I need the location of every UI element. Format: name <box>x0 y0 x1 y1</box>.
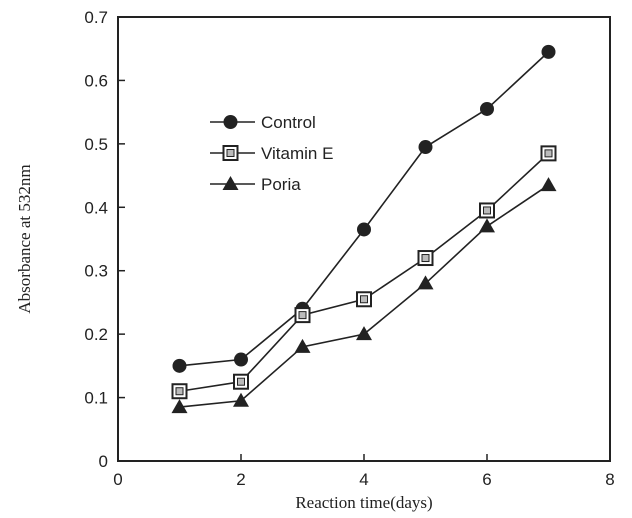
x-tick-label: 4 <box>359 470 368 489</box>
data-point-control <box>541 44 556 59</box>
y-tick-label: 0.5 <box>84 135 108 154</box>
series-poria <box>171 177 557 414</box>
legend-entry-poria: Poria <box>210 175 301 194</box>
legend-label-control: Control <box>261 113 316 132</box>
legend: Control Vitamin E Poria <box>210 113 333 194</box>
data-point-vitamin-e <box>540 145 557 162</box>
data-point-vitamin-e <box>417 250 434 267</box>
x-tick-label: 2 <box>236 470 245 489</box>
data-point-poria <box>356 326 372 341</box>
y-tick-label: 0.4 <box>84 198 108 217</box>
y-tick-label: 0.7 <box>84 8 108 27</box>
y-tick-label: 0.3 <box>84 262 108 281</box>
legend-label-poria: Poria <box>261 175 301 194</box>
data-point-poria <box>417 275 434 290</box>
data-point-poria <box>233 392 249 407</box>
data-point-poria <box>479 218 495 233</box>
y-tick-label: 0.2 <box>84 325 108 344</box>
x-tick-label: 0 <box>113 470 122 489</box>
series-vitamin-e <box>171 145 557 400</box>
x-axis-title: Reaction time(days) <box>295 493 432 512</box>
y-tick-label: 0 <box>99 452 108 471</box>
data-point-poria <box>294 338 311 353</box>
data-point-vitamin-e <box>294 307 311 324</box>
series-layer <box>171 44 557 414</box>
series-control <box>172 44 556 373</box>
y-axis-title: Absorbance at 532nm <box>15 164 34 313</box>
plot-frame <box>117 16 611 462</box>
x-tick-label: 8 <box>605 470 614 489</box>
data-point-vitamin-e <box>356 291 372 308</box>
data-point-control <box>480 101 494 116</box>
legend-marker-poria <box>222 176 239 190</box>
data-point-poria <box>171 399 188 414</box>
x-tick-label: 6 <box>482 470 491 489</box>
data-point-control <box>172 358 187 373</box>
data-point-control <box>234 352 248 367</box>
legend-entry-control: Control <box>210 113 316 132</box>
data-point-vitamin-e <box>479 202 495 219</box>
data-point-vitamin-e <box>233 373 249 390</box>
data-point-control <box>357 222 371 237</box>
legend-label-vitamin-e: Vitamin E <box>261 144 333 163</box>
y-tick-label: 0.1 <box>84 389 108 408</box>
y-tick-label: 0.6 <box>84 71 108 90</box>
data-point-poria <box>540 177 557 192</box>
axis-ticks: 0 2 4 6 8 0 0.1 0.2 0.3 0.4 0.5 0.6 0.7 <box>84 8 614 489</box>
legend-marker-vitamin-e <box>222 145 239 161</box>
data-point-control <box>418 140 433 155</box>
legend-entry-vitamin-e: Vitamin E <box>210 144 333 163</box>
data-point-vitamin-e <box>171 383 188 400</box>
legend-marker-control <box>223 115 238 129</box>
